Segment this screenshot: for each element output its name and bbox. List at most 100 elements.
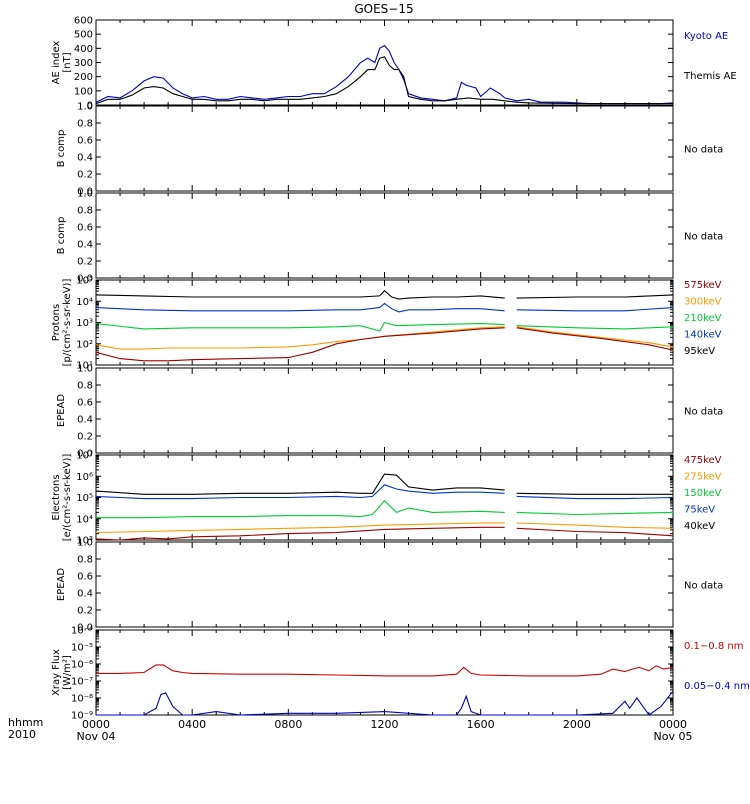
legend-entry: 0.1−0.8 nm	[684, 641, 743, 652]
y-tick-label: 0.6	[77, 223, 93, 234]
y-tick-label: 10³	[76, 536, 93, 547]
y-tick-label: 0.4	[77, 240, 93, 251]
y-tick-label: 10⁴	[76, 514, 93, 525]
y-tick-label: 500	[74, 30, 93, 41]
y-axis-label: B comp	[56, 130, 67, 168]
panel-epead1: 0.0 0.2 0.4 0.6 0.8 1.0 EPEAD No data	[56, 364, 723, 460]
y-tick-label: 0.8	[77, 555, 93, 566]
y-tick-label: 10⁻⁹	[71, 711, 93, 722]
y-tick-label: 10⁻⁸	[71, 694, 93, 705]
series-line	[95, 56, 673, 105]
legend-entry: 575keV	[684, 280, 722, 291]
legend-entry: Kyoto AE	[684, 31, 728, 42]
year-label: 2010	[8, 728, 36, 741]
y-tick-label: 10⁶	[76, 472, 93, 483]
y-tick-label: 0.2	[77, 432, 93, 443]
y-tick-label: 0.2	[77, 170, 93, 181]
y-tick-label: 10⁵	[76, 276, 93, 287]
y-axis-label: [W/m²]	[62, 655, 73, 690]
series-line	[95, 44, 674, 105]
panels: 0 100 200 300 400 500 600 AE index [nT] Kyoto AE T…	[51, 16, 750, 744]
panel-frame	[95, 192, 674, 279]
y-tick-label: 0.0	[77, 274, 93, 285]
series-line	[95, 326, 674, 350]
panel-b2: 0.0 0.2 0.4 0.6 0.8 1.0 B comp No data	[56, 189, 723, 285]
x-date-label: Nov 04	[77, 730, 116, 743]
series-line	[95, 484, 674, 500]
y-tick-label: 0.2	[77, 257, 93, 268]
y-tick-label: 0.0	[77, 187, 93, 198]
y-tick-label: 0.4	[77, 589, 93, 600]
y-tick-label: 100	[74, 86, 93, 97]
y-tick-label: 0.2	[77, 606, 93, 617]
y-tick-label: 0.8	[77, 381, 93, 392]
panel-frame	[95, 105, 674, 192]
y-tick-label: 10⁷	[76, 451, 93, 462]
y-axis-label: [nT]	[62, 52, 73, 72]
y-tick-label: 10⁻⁷	[71, 677, 93, 688]
panel-ae: 0 100 200 300 400 500 600 AE index [nT] Kyoto AE T…	[51, 16, 737, 112]
x-tick-label: 0000	[82, 718, 110, 731]
series-line	[95, 302, 674, 313]
series-line	[95, 526, 674, 541]
y-tick-label: 10⁴	[76, 297, 93, 308]
y-tick-label: 1.0	[77, 102, 93, 113]
y-tick-label: 0.4	[77, 415, 93, 426]
y-tick-label: 10⁻⁵	[71, 643, 93, 654]
panel-frame	[95, 19, 674, 106]
y-axis-label: [p/(cm²-s-sr-keV)]	[62, 279, 73, 367]
y-tick-label: 0.8	[77, 119, 93, 130]
legend-entry: 475keV	[684, 455, 722, 466]
y-axis-label: EPEAD	[56, 568, 67, 602]
legend-entry: 210keV	[684, 313, 722, 324]
y-tick-label: 0.6	[77, 136, 93, 147]
y-axis-label: B comp	[56, 217, 67, 255]
panel-frame	[95, 541, 674, 628]
y-tick-label: 300	[74, 58, 93, 69]
plot-title: GOES−15	[354, 2, 413, 16]
series-line	[95, 473, 673, 495]
y-tick-label: 0	[87, 101, 93, 112]
y-axis-label: EPEAD	[56, 394, 67, 428]
y-tick-label: 0.0	[77, 449, 93, 460]
panel-frame	[95, 454, 674, 541]
y-axis-label: Protons	[51, 304, 62, 341]
legend-entry: 140keV	[684, 330, 722, 341]
series-line	[95, 522, 674, 534]
series-line	[96, 690, 674, 716]
x-tick-label: 1200	[371, 718, 399, 731]
legend-entry: 275keV	[684, 472, 722, 483]
x-tick-label: 0800	[274, 718, 302, 731]
y-tick-label: 10⁻⁶	[71, 660, 93, 671]
y-tick-label: 10⁻⁴	[71, 626, 93, 637]
y-tick-label: 1.0	[77, 189, 93, 200]
y-tick-label: 600	[74, 16, 93, 27]
y-tick-label: 0.6	[77, 398, 93, 409]
legend-entry: 0.05−0.4 nm	[684, 681, 750, 692]
y-tick-label: 0.4	[77, 153, 93, 164]
legend-entry: 75keV	[684, 505, 715, 516]
no-data-note: No data	[684, 232, 723, 243]
panel-frame	[95, 367, 674, 454]
no-data-note: No data	[684, 407, 723, 418]
y-tick-label: 0.8	[77, 206, 93, 217]
series-line	[96, 499, 674, 519]
x-tick-label: 1600	[467, 718, 495, 731]
panel-epead2: 0.0 0.2 0.4 0.6 0.8 1.0 EPEAD No data	[56, 538, 723, 634]
hhmm-label: hhmm	[8, 716, 43, 729]
y-tick-label: 200	[74, 72, 93, 83]
no-data-note: No data	[684, 581, 723, 592]
y-tick-label: 0.6	[77, 572, 93, 583]
x-date-label: Nov 05	[654, 730, 693, 743]
legend-entry: 95keV	[684, 346, 715, 357]
y-axis-label: [e/(cm²-s-sr-keV)]	[62, 454, 73, 542]
series-line	[95, 327, 674, 362]
series-line	[95, 321, 674, 332]
series-line	[96, 664, 674, 677]
panel-xray: 10⁻⁹ 10⁻⁸ 10⁻⁷ 10⁻⁶ 10⁻⁵ 10⁻⁴ Xray Flux [W/m²] 0…	[51, 626, 750, 722]
legend-entry: Themis AE	[683, 71, 737, 82]
y-tick-label: 10⁵	[76, 493, 93, 504]
x-tick-label: 0400	[178, 718, 206, 731]
